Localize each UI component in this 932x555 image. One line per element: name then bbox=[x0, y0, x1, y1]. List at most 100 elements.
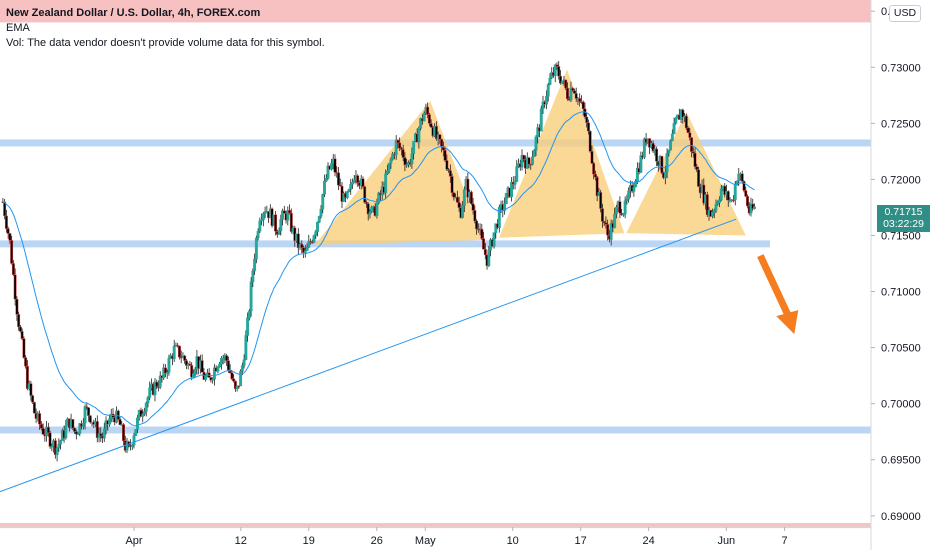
candle-body bbox=[249, 281, 253, 312]
candle-body bbox=[352, 179, 356, 183]
candle-body bbox=[326, 165, 330, 179]
candle bbox=[365, 200, 368, 208]
candle-body bbox=[417, 128, 421, 143]
candle bbox=[78, 422, 82, 437]
candle bbox=[74, 429, 78, 440]
candle-body bbox=[155, 381, 159, 387]
candle-body bbox=[78, 423, 82, 434]
candle-body bbox=[302, 247, 305, 253]
candle bbox=[726, 190, 730, 207]
candle-body bbox=[25, 365, 29, 389]
candle-body bbox=[46, 426, 50, 434]
candle bbox=[155, 379, 159, 389]
candle bbox=[240, 362, 244, 376]
candle-body bbox=[452, 192, 456, 198]
candle-body bbox=[697, 169, 700, 187]
candle bbox=[462, 186, 466, 213]
candle bbox=[434, 121, 438, 141]
candle-body bbox=[183, 355, 187, 361]
candle bbox=[237, 385, 241, 389]
candle-body bbox=[450, 176, 454, 193]
candle-body bbox=[88, 415, 92, 423]
candle-body bbox=[74, 431, 78, 435]
candle bbox=[398, 137, 402, 151]
candle-body bbox=[286, 210, 290, 221]
candle-body bbox=[165, 372, 169, 374]
symbol-title[interactable]: New Zealand Dollar / U.S. Dollar, 4h, FO… bbox=[6, 7, 261, 19]
current-price-tag: 0.71715 03:22:29 bbox=[877, 205, 930, 232]
candle-body bbox=[22, 338, 26, 358]
candle-body bbox=[337, 172, 340, 186]
y-tick-label: 0.7 bbox=[881, 6, 896, 18]
candle bbox=[412, 140, 416, 160]
candle-body bbox=[492, 232, 496, 247]
x-tick-label: May bbox=[415, 535, 436, 547]
candle-body bbox=[623, 200, 627, 215]
candle bbox=[471, 197, 475, 215]
candle-body bbox=[13, 274, 17, 300]
candle-body bbox=[330, 163, 333, 170]
currency-button[interactable]: USD bbox=[889, 5, 921, 22]
candle-body bbox=[136, 417, 139, 430]
candle bbox=[695, 163, 699, 173]
candle bbox=[466, 172, 470, 204]
candle bbox=[46, 422, 50, 437]
candle-body bbox=[338, 184, 342, 187]
candle-body bbox=[541, 101, 545, 110]
candle-body bbox=[10, 240, 14, 264]
candle-body bbox=[158, 375, 162, 388]
candle bbox=[520, 149, 524, 171]
candle bbox=[578, 93, 582, 107]
candle-body bbox=[681, 109, 685, 118]
candle-body bbox=[473, 210, 477, 222]
candle-body bbox=[536, 127, 540, 138]
candle-body bbox=[746, 195, 749, 207]
candle bbox=[122, 423, 125, 446]
candle bbox=[590, 145, 594, 165]
candle-body bbox=[648, 138, 652, 148]
candle bbox=[55, 447, 59, 462]
candle-body bbox=[588, 130, 592, 152]
candle bbox=[17, 311, 21, 331]
candle-body bbox=[527, 157, 531, 165]
candle bbox=[64, 419, 68, 440]
candle-body bbox=[398, 142, 402, 149]
candle bbox=[410, 147, 414, 169]
candle-body bbox=[475, 220, 479, 230]
candle-body bbox=[691, 151, 695, 154]
candle bbox=[337, 166, 340, 191]
candle-body bbox=[614, 206, 618, 215]
candle bbox=[310, 239, 314, 244]
candle-body bbox=[71, 419, 75, 429]
candle-body bbox=[427, 114, 431, 124]
candle bbox=[655, 146, 659, 167]
candle-body bbox=[702, 184, 706, 204]
candle bbox=[95, 415, 99, 443]
candle-body bbox=[487, 249, 491, 266]
candle-body bbox=[592, 163, 596, 175]
candle-body bbox=[153, 381, 157, 396]
candle-body bbox=[672, 123, 676, 135]
candle-body bbox=[389, 159, 393, 164]
candle bbox=[600, 203, 604, 228]
candle bbox=[417, 126, 421, 149]
candle bbox=[183, 354, 187, 364]
x-tick-label: Apr bbox=[125, 535, 142, 547]
candle bbox=[338, 178, 342, 187]
candle-body bbox=[251, 270, 255, 283]
candle bbox=[76, 432, 80, 435]
candle-body bbox=[539, 108, 543, 132]
candle-body bbox=[447, 169, 451, 171]
ema-label[interactable]: EMA bbox=[6, 22, 30, 34]
candle-body bbox=[595, 176, 599, 197]
candle bbox=[286, 206, 290, 226]
candle bbox=[385, 164, 389, 176]
candle bbox=[218, 361, 222, 368]
candle-body bbox=[387, 162, 391, 172]
candle-body bbox=[370, 206, 374, 213]
candle-body bbox=[17, 314, 21, 328]
candle bbox=[546, 82, 550, 102]
candle-body bbox=[29, 383, 33, 396]
